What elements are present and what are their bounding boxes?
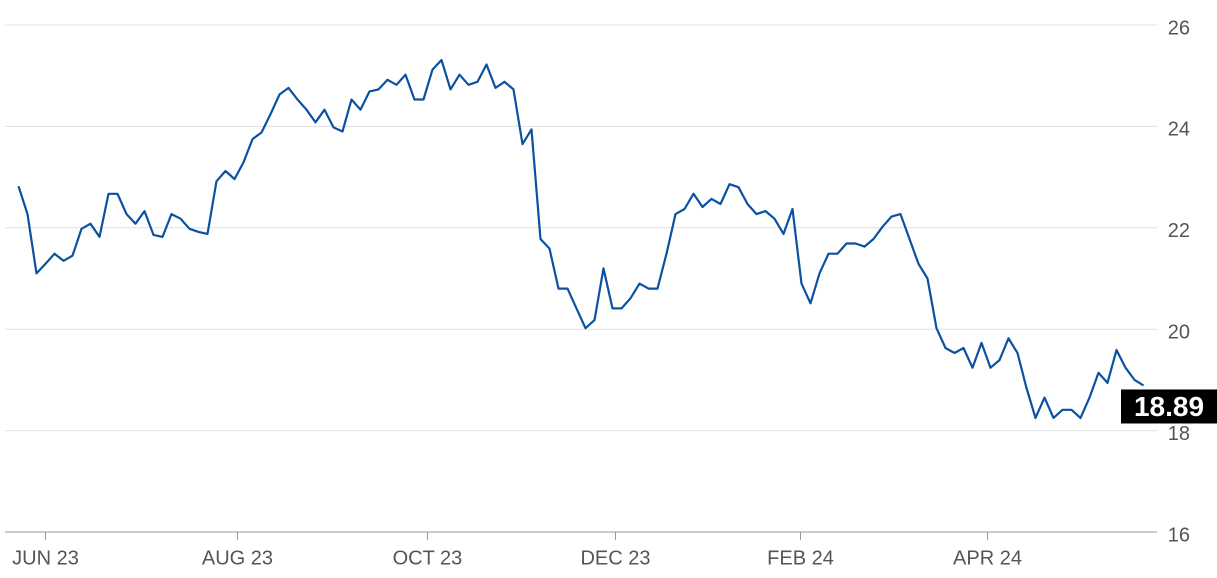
x-tick-label: DEC 23	[580, 547, 650, 569]
y-tick-label: 20	[1168, 321, 1190, 343]
y-tick-label: 26	[1168, 17, 1190, 39]
last-value-badge: 18.89	[1121, 389, 1217, 424]
last-value-box	[1121, 389, 1217, 424]
y-tick-label: 18	[1168, 423, 1190, 445]
y-tick-label: 24	[1168, 119, 1190, 141]
price-line	[17, 58, 1145, 419]
x-tick-label: AUG 23	[202, 547, 273, 569]
y-tick-label: 16	[1168, 524, 1190, 546]
x-tick-label: APR 24	[953, 547, 1022, 569]
x-tick-label: JUN 23	[12, 547, 79, 569]
x-tick-label: FEB 24	[767, 547, 834, 569]
y-tick-label: 22	[1168, 220, 1190, 242]
last-value-label: 18.89	[1134, 391, 1204, 422]
x-tick-label: OCT 23	[393, 547, 463, 569]
